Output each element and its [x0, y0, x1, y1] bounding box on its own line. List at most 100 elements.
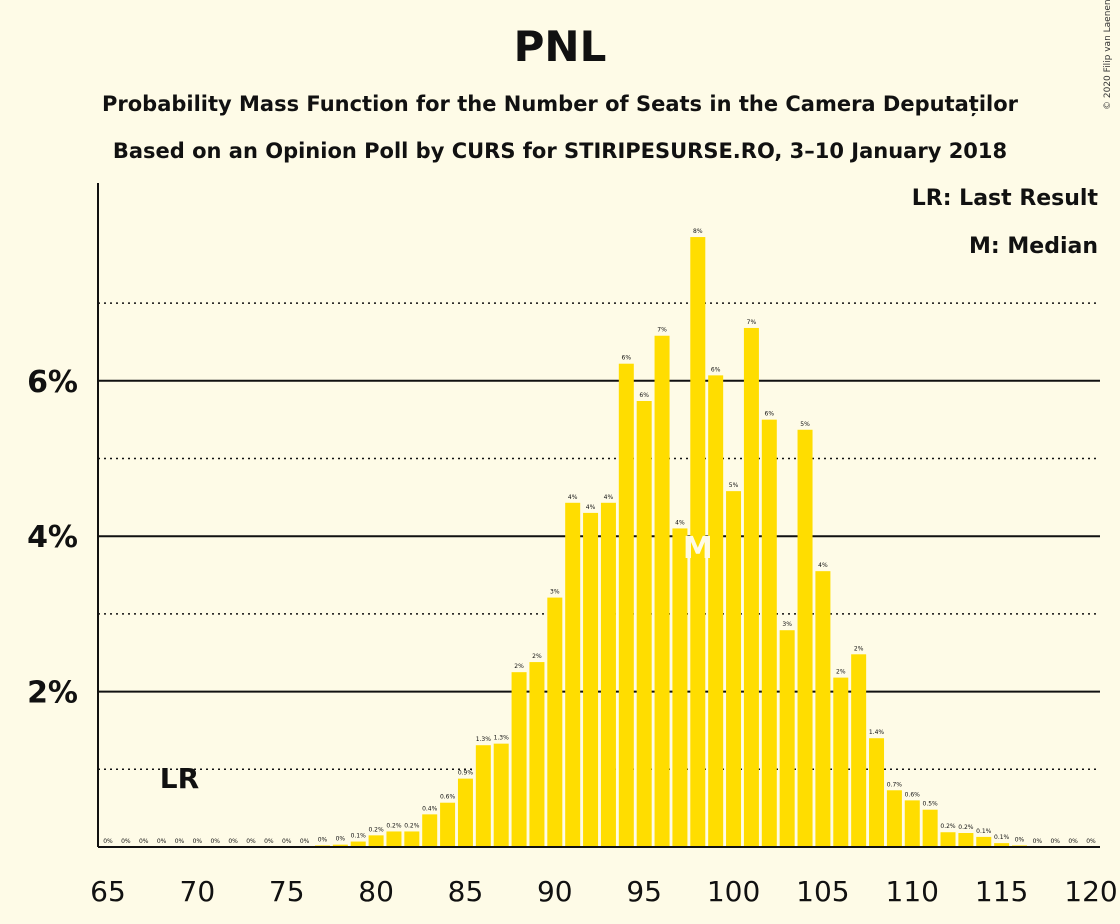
- bar-value-label: 4%: [604, 494, 614, 501]
- bar-seat-102: [761, 419, 777, 847]
- chart-title: PNL: [513, 22, 607, 71]
- bar-value-label: 0.1%: [976, 828, 992, 835]
- median-marker: M: [683, 531, 713, 566]
- bar-value-label: 0%: [1015, 836, 1025, 843]
- y-tick-label: 6%: [27, 365, 78, 400]
- legend-last-result: LR: Last Result: [911, 186, 1098, 211]
- bar-seat-78: [332, 844, 348, 847]
- chart-subtitle: Probability Mass Function for the Number…: [101, 92, 1018, 116]
- bar-value-label: 6%: [622, 355, 632, 362]
- x-tick-label: 100: [707, 875, 760, 908]
- bar-seat-114: [976, 836, 992, 847]
- bar-value-label: 0.2%: [958, 824, 974, 831]
- bar-value-label: 0.6%: [440, 794, 456, 801]
- bar-seat-81: [386, 831, 402, 847]
- bar-value-label: 0.1%: [994, 834, 1010, 841]
- bar-seat-103: [779, 630, 795, 847]
- bar-value-label: 6%: [639, 392, 649, 399]
- bar-value-label: 2%: [836, 669, 846, 676]
- bar-value-label: 7%: [657, 327, 667, 334]
- x-tick-label: 90: [537, 875, 573, 908]
- bar-seat-98: [690, 237, 706, 847]
- bar-seat-84: [440, 802, 456, 847]
- bar-value-label: 7%: [747, 319, 757, 326]
- bar-value-label: 5%: [729, 482, 739, 489]
- bar-seat-106: [833, 677, 849, 847]
- bar-seat-91: [565, 502, 581, 847]
- bar-seat-83: [422, 814, 438, 847]
- bar-value-label: 0%: [121, 838, 131, 845]
- bar-seat-85: [457, 778, 473, 847]
- y-tick-label: 4%: [27, 520, 78, 555]
- bar-seat-107: [851, 654, 867, 847]
- bar-seat-99: [708, 375, 724, 847]
- x-tick-label: 85: [448, 875, 484, 908]
- bar-value-label: 0.9%: [458, 770, 474, 777]
- bar-seat-109: [886, 790, 902, 847]
- bar-value-label: 0%: [228, 838, 238, 845]
- bar-seat-101: [743, 327, 759, 847]
- bar-value-label: 0%: [103, 838, 113, 845]
- bar-value-label: 2%: [514, 663, 524, 670]
- y-tick-label: 2%: [27, 676, 78, 711]
- bar-seat-92: [583, 512, 599, 847]
- bar-seat-80: [368, 835, 384, 847]
- bar-value-label: 0.4%: [422, 805, 438, 812]
- x-tick-label: 75: [269, 875, 305, 908]
- bar-value-label: 0.2%: [404, 822, 420, 829]
- bar-seat-104: [797, 429, 813, 847]
- x-tick-label: 80: [358, 875, 394, 908]
- bar-value-label: 2%: [532, 653, 542, 660]
- bar-seat-112: [940, 832, 956, 847]
- bar-seat-82: [404, 831, 420, 847]
- bar-value-label: 6%: [711, 366, 721, 373]
- bar-value-label: 0%: [246, 838, 256, 845]
- x-tick-label: 110: [886, 875, 939, 908]
- bar-value-label: 4%: [586, 504, 596, 511]
- bar-value-label: 4%: [568, 494, 578, 501]
- last-result-marker: LR: [160, 762, 199, 795]
- bar-seat-115: [994, 843, 1010, 847]
- bar-value-label: 3%: [782, 621, 792, 628]
- bar-value-label: 0.2%: [386, 822, 402, 829]
- bar-value-label: 4%: [818, 562, 828, 569]
- bar-value-label: 0%: [193, 838, 203, 845]
- bar-value-label: 3%: [550, 589, 560, 596]
- bar-value-label: 0%: [1050, 838, 1060, 845]
- bar-value-label: 1.3%: [476, 736, 492, 743]
- bar-seat-87: [493, 743, 509, 847]
- legend-median: M: Median: [969, 234, 1098, 259]
- bar-value-label: 0%: [1086, 838, 1096, 845]
- bar-value-label: 0%: [264, 838, 274, 845]
- bar-seat-96: [654, 335, 670, 847]
- bar-seat-94: [618, 363, 634, 847]
- x-tick-label: 95: [626, 875, 662, 908]
- bar-seat-88: [511, 672, 527, 847]
- bar-seat-108: [869, 738, 885, 847]
- bar-value-label: 0%: [1068, 838, 1078, 845]
- bar-value-label: 0%: [210, 838, 220, 845]
- bar-value-label: 2%: [854, 645, 864, 652]
- bar-value-label: 0%: [139, 838, 149, 845]
- bar-value-label: 4%: [675, 519, 685, 526]
- bar-value-label: 0%: [282, 838, 292, 845]
- bar-seat-86: [475, 745, 491, 847]
- bar-value-label: 6%: [765, 411, 775, 418]
- bar-value-label: 0%: [1033, 838, 1043, 845]
- bar-value-label: 1.3%: [494, 735, 510, 742]
- bar-value-label: 5%: [800, 421, 810, 428]
- bar-value-label: 0.2%: [368, 826, 384, 833]
- bar-value-label: 0.5%: [923, 801, 939, 808]
- chart-subtitle-poll: Based on an Opinion Poll by CURS for STI…: [112, 139, 1008, 163]
- bar-value-label: 0%: [318, 836, 328, 843]
- bar-seat-90: [547, 597, 563, 847]
- bar-value-label: 0.7%: [887, 781, 903, 788]
- x-tick-label: 70: [180, 875, 216, 908]
- bar-seat-100: [726, 491, 742, 847]
- x-tick-label: 65: [90, 875, 126, 908]
- bar-seat-105: [815, 571, 831, 847]
- x-tick-label: 120: [1064, 875, 1117, 908]
- bar-seat-111: [922, 809, 938, 847]
- bar-seat-110: [904, 800, 920, 847]
